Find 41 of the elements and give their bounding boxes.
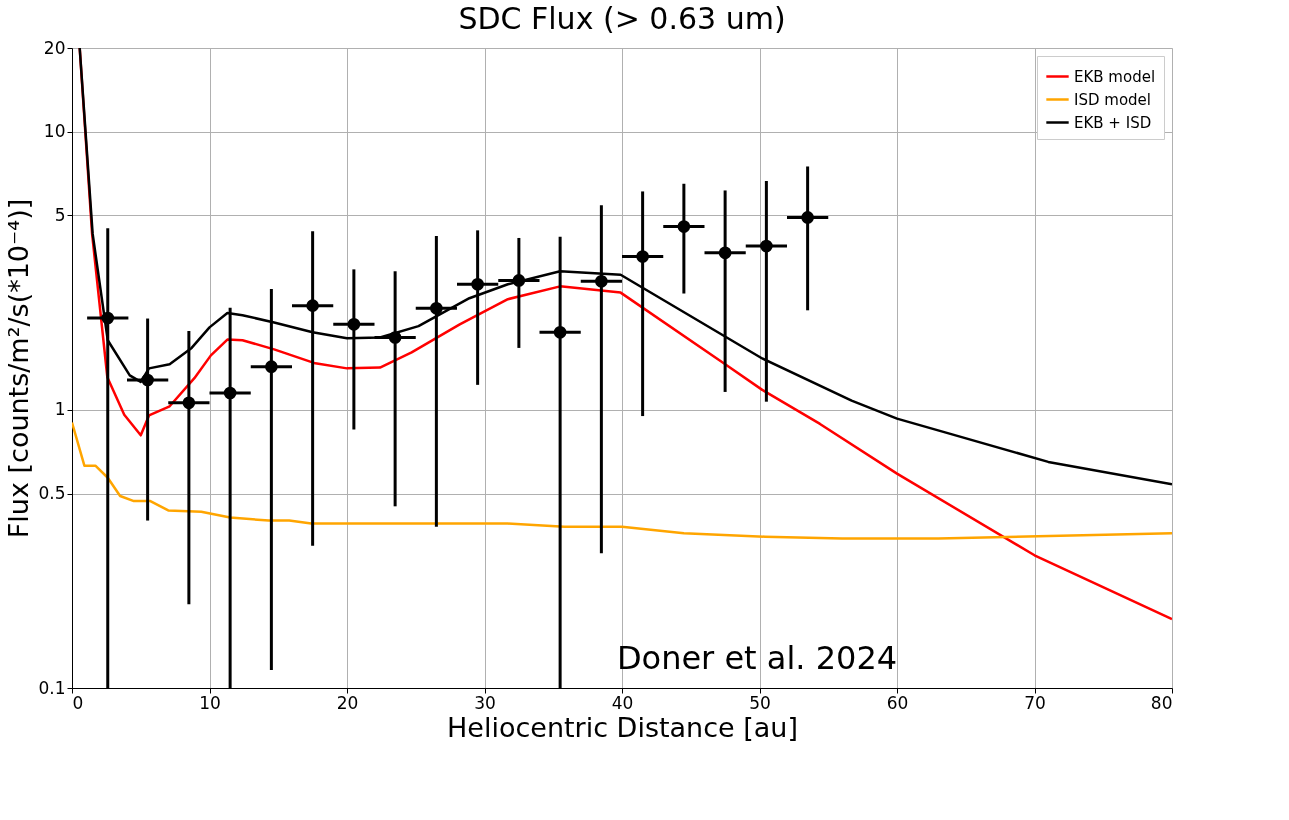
point xyxy=(801,211,814,224)
point xyxy=(306,299,319,312)
y-tick-label: 1 xyxy=(54,399,66,420)
point xyxy=(553,326,567,339)
x-tick-label: 20 xyxy=(336,692,359,713)
point xyxy=(512,274,526,287)
x-tick-label: 70 xyxy=(1024,692,1046,713)
point xyxy=(636,250,649,263)
x-axis-title: Heliocentric Distance [au] xyxy=(447,711,798,743)
y-tick-label: 0.1 xyxy=(38,677,66,698)
point xyxy=(388,331,402,344)
point xyxy=(347,318,361,331)
y-tick-label: 10 xyxy=(43,121,66,142)
point xyxy=(430,301,443,315)
y-tick-label: 0.5 xyxy=(38,483,66,504)
chart-title: SDC Flux (> 0.63 um) xyxy=(458,1,786,36)
y-axis-title: Flux [counts/m²/s(*10⁻⁴)] xyxy=(3,198,35,539)
point xyxy=(141,373,154,387)
point xyxy=(718,246,732,260)
point xyxy=(182,396,196,410)
x-tick-label: 80 xyxy=(1150,692,1173,713)
annotation: Doner et al. 2024 xyxy=(616,639,898,677)
point xyxy=(471,277,484,291)
y-tick-label: 20 xyxy=(43,37,66,58)
x-tick-label: 0 xyxy=(72,692,84,713)
y-tick-label: 5 xyxy=(54,204,66,225)
x-tick-label: 30 xyxy=(474,692,496,713)
line-series xyxy=(72,421,1172,540)
point xyxy=(265,360,278,373)
point xyxy=(101,311,115,325)
point xyxy=(760,239,773,253)
x-tick-label: 60 xyxy=(886,692,909,713)
x-tick-label: 50 xyxy=(749,692,771,713)
legend-label: EKB model xyxy=(1074,67,1156,86)
x-tick-label: 10 xyxy=(199,692,221,713)
point xyxy=(595,274,608,288)
point xyxy=(677,220,691,233)
legend-label: ISD model xyxy=(1074,90,1151,109)
legend-label: EKB + ISD xyxy=(1074,113,1152,132)
point xyxy=(223,386,237,400)
x-tick-label: 40 xyxy=(611,692,634,713)
